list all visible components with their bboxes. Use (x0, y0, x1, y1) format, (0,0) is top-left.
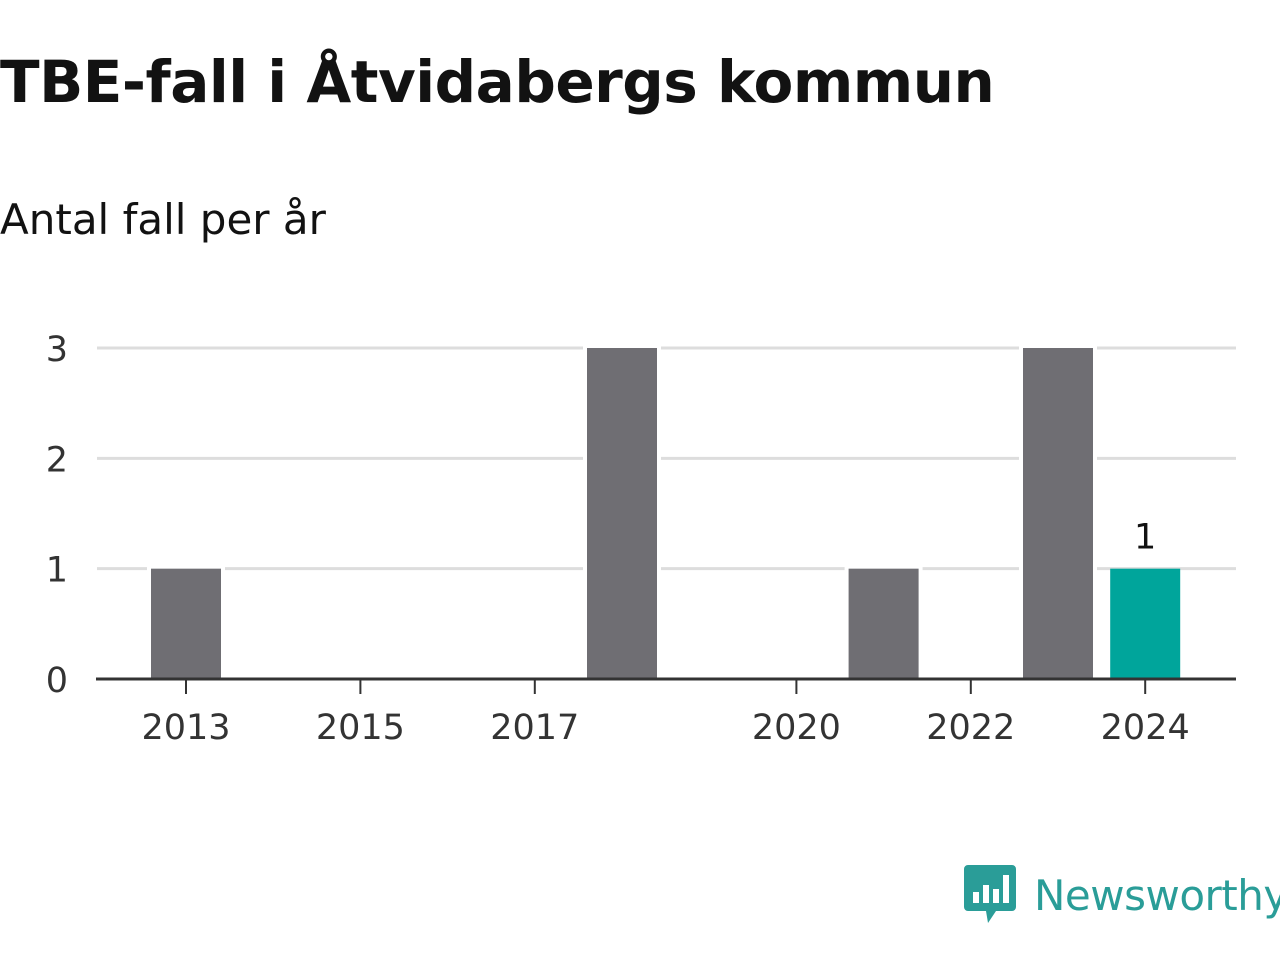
x-tick-label: 2020 (752, 708, 841, 748)
data-label-2024: 1 (1134, 518, 1156, 558)
bar-2013 (151, 568, 221, 679)
y-tick-label: 1 (46, 551, 68, 591)
logo-text: Newsworthy (1034, 871, 1280, 920)
chart-subtitle: Antal fall per år (0, 195, 326, 244)
newsworthy-logo: Newsworthy (964, 864, 1280, 928)
x-tick-label: 2013 (141, 708, 230, 748)
bar-2021 (848, 568, 919, 679)
x-tick-label: 2022 (926, 708, 1015, 748)
x-tick-label: 2017 (490, 708, 579, 748)
bars (147, 346, 1181, 679)
axes (96, 677, 1236, 694)
y-tick-label: 0 (46, 661, 68, 701)
bar-2023 (1023, 348, 1093, 679)
x-tick-label: 2024 (1101, 708, 1190, 748)
bar-2024 (1110, 568, 1181, 679)
bar-chart-speech-bubble-icon (964, 865, 1016, 923)
chart-title: TBE-fall i Åtvidabergs kommun (0, 48, 995, 116)
bar-2018 (587, 348, 657, 679)
y-tick-label: 3 (46, 330, 68, 370)
y-tick-label: 2 (46, 440, 68, 480)
labels: 0 1 2 3 1 2013 2015 2017 2020 2022 2024 (46, 330, 1190, 748)
x-tick-label: 2015 (316, 708, 405, 748)
